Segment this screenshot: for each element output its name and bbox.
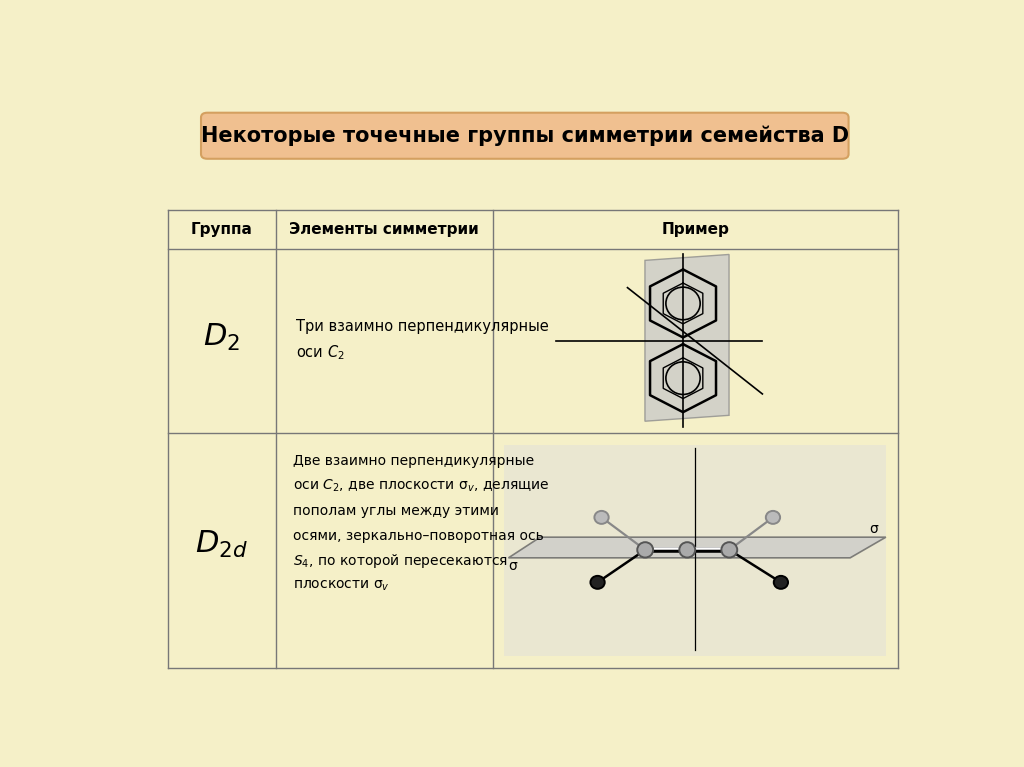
Text: Некоторые точечные группы симметрии семейства D: Некоторые точечные группы симметрии семе… [201,126,849,146]
Text: Элементы симметрии: Элементы симметрии [290,222,479,237]
Text: Три взаимно перпендикулярные: Три взаимно перпендикулярные [296,318,548,334]
Text: Пример: Пример [662,222,729,237]
Text: $S_4$, по которой пересекаются: $S_4$, по которой пересекаются [293,551,508,570]
Text: плоскости σ$_v$: плоскости σ$_v$ [293,578,390,593]
Ellipse shape [766,511,780,524]
Text: оси $C_2$, две плоскости σ$_v$, делящие: оси $C_2$, две плоскости σ$_v$, делящие [293,478,550,495]
Polygon shape [509,537,886,558]
Text: пополам углы между этими: пополам углы между этими [293,504,499,518]
Text: $D_2$: $D_2$ [203,322,241,354]
Ellipse shape [637,542,653,558]
FancyBboxPatch shape [201,113,849,159]
Text: Группа: Группа [190,222,253,237]
Text: σ: σ [869,522,878,536]
Ellipse shape [774,576,788,589]
Text: осями, зеркально–поворотная ось: осями, зеркально–поворотная ось [293,528,544,543]
Ellipse shape [591,576,605,589]
Text: Две взаимно перпендикулярные: Две взаимно перпендикулярные [293,454,535,469]
Text: $D_{2d}$: $D_{2d}$ [196,529,248,560]
Ellipse shape [721,542,737,558]
Text: σ: σ [509,559,517,573]
Text: оси $C_2$: оси $C_2$ [296,344,344,362]
Ellipse shape [594,511,608,524]
FancyBboxPatch shape [505,445,886,656]
Polygon shape [645,255,729,421]
Ellipse shape [679,542,695,558]
